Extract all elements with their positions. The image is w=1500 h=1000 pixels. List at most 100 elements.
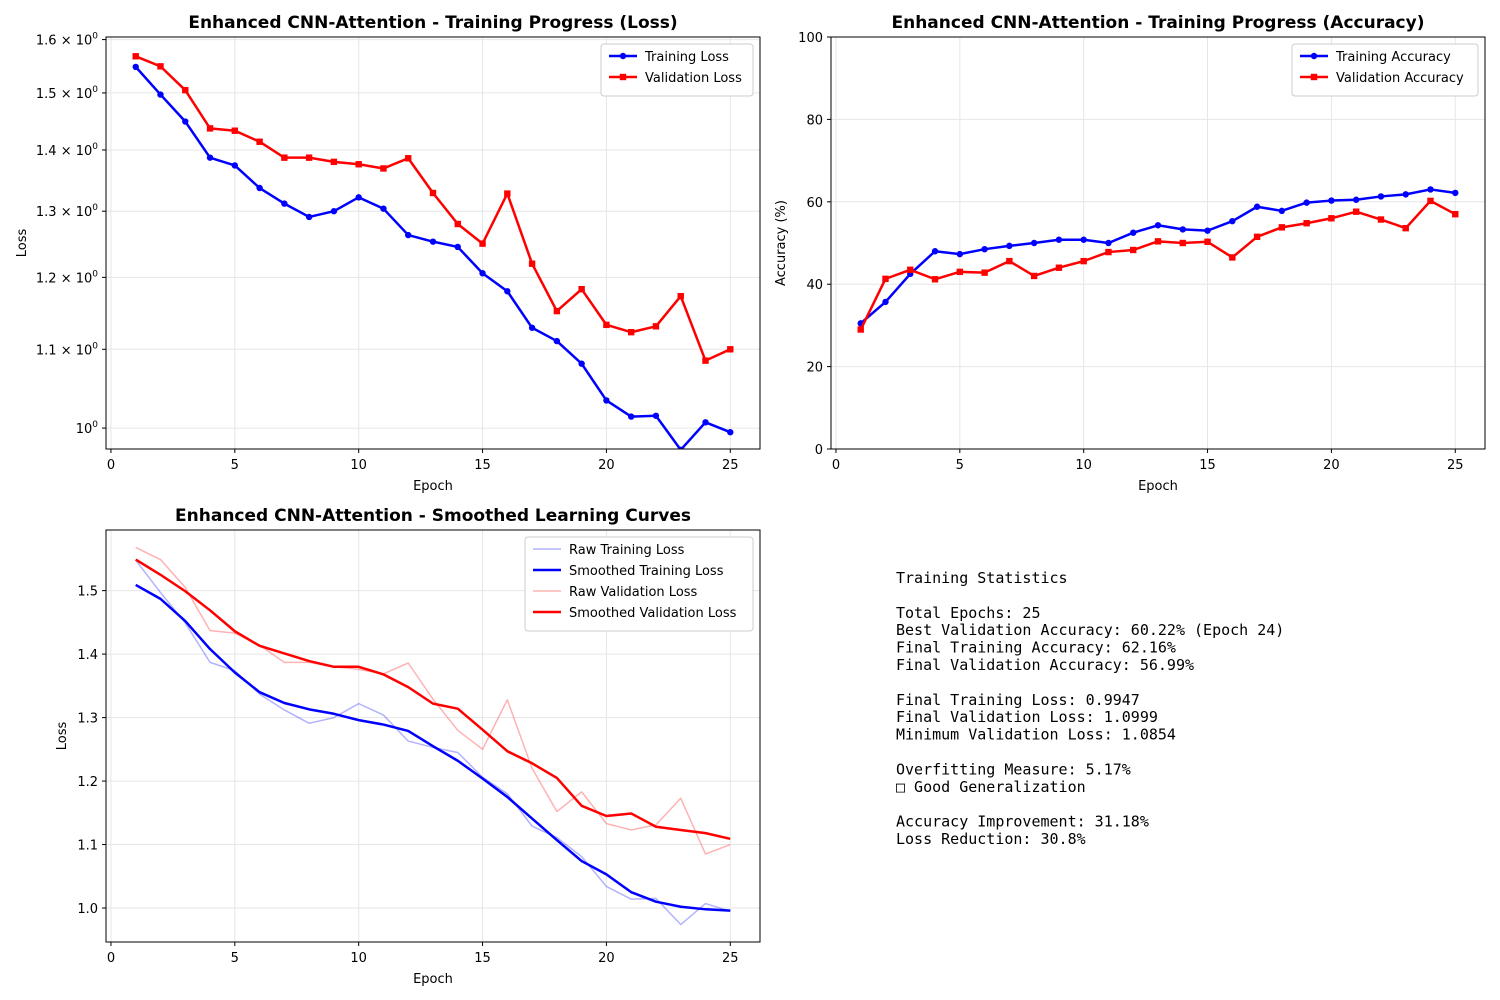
statistics-line: Accuracy Improvement: 31.18% <box>896 813 1149 831</box>
x-tick-label: 25 <box>722 951 739 966</box>
legend-marker <box>619 73 627 81</box>
y-axis-label: Loss <box>55 722 70 751</box>
data-point <box>132 53 139 60</box>
y-tick-exponent: 0 <box>92 420 98 430</box>
y-tick-label: 1.5 × 100 <box>36 85 98 102</box>
data-point <box>182 86 189 94</box>
data-point <box>1130 229 1137 236</box>
data-point <box>956 268 964 276</box>
y-tick-mantissa: 1.5 × 10 <box>36 87 92 102</box>
y-tick-mantissa: 1.6 × 10 <box>36 34 92 49</box>
x-axis-label: Epoch <box>1138 479 1178 494</box>
series-line-smoothed-validation-loss <box>135 558 731 841</box>
series-line-validation-accuracy <box>859 199 1456 331</box>
data-point <box>857 326 864 333</box>
grid <box>106 37 760 449</box>
data-point <box>981 245 988 253</box>
data-point <box>504 190 511 197</box>
y-tick-label: 1.2 <box>77 775 98 790</box>
data-point <box>931 276 939 283</box>
data-point <box>1154 222 1162 229</box>
y-tick-exponent: 0 <box>92 341 98 351</box>
y-tick-exponent: 0 <box>92 269 98 279</box>
y-tick-mantissa: 1.4 × 10 <box>36 144 92 159</box>
data-point <box>652 412 660 419</box>
data-point <box>479 270 486 277</box>
y-tick-label: 100 <box>76 420 99 437</box>
data-point <box>1278 207 1286 215</box>
training-statistics: Training Statistics Total Epochs: 25 Best … <box>896 569 1284 848</box>
y-tick-mantissa: 1.3 × 10 <box>36 205 92 220</box>
y-tick-label: 1.5 <box>77 585 98 600</box>
data-point <box>1377 216 1385 223</box>
x-tick-label: 10 <box>350 458 367 473</box>
legend: Training Loss Validation Loss <box>600 43 754 97</box>
data-point <box>281 200 288 207</box>
x-tick-label: 5 <box>956 458 964 473</box>
y-tick-label: 80 <box>806 113 823 128</box>
data-point <box>553 337 561 345</box>
data-point <box>206 125 214 132</box>
data-point <box>330 208 338 215</box>
legend-label: Validation Loss <box>645 71 742 86</box>
x-tick-label: 20 <box>1323 458 1340 473</box>
x-axis-label: Epoch <box>413 479 453 494</box>
y-tick-label: 1.6 × 100 <box>36 32 98 49</box>
y-tick-label: 100 <box>798 31 823 46</box>
statistics-line: Minimum Validation Loss: 1.0854 <box>896 726 1176 744</box>
series-validation-loss <box>132 53 734 364</box>
series-validation-accuracy <box>857 197 1459 333</box>
data-point <box>206 154 214 161</box>
data-point <box>1303 220 1310 227</box>
x-axis-label: Epoch <box>413 972 453 987</box>
legend-item-smoothed-validation-loss: Smoothed Validation Loss <box>533 606 737 621</box>
data-point <box>1253 233 1261 241</box>
data-point <box>956 250 964 258</box>
data-point <box>578 360 585 367</box>
x-tick-label: 15 <box>474 458 491 473</box>
data-point <box>305 154 313 161</box>
legend-label: Validation Accuracy <box>1336 71 1464 86</box>
data-point <box>1204 238 1211 245</box>
data-point <box>429 238 437 245</box>
x-tick-label: 15 <box>474 951 491 966</box>
chart-title: Enhanced CNN-Attention - Training Progre… <box>188 13 677 33</box>
series-smoothed-training-loss <box>135 583 731 912</box>
legend-item-validation-accuracy: Validation Accuracy <box>1300 71 1464 86</box>
statistics-line: Final Training Loss: 0.9947 <box>896 691 1140 709</box>
legend-item-raw-training-loss: Raw Training Loss <box>533 543 685 558</box>
data-point <box>157 91 164 98</box>
data-point <box>1402 224 1409 232</box>
data-point <box>1328 197 1335 204</box>
data-point <box>281 154 288 161</box>
data-point <box>405 231 412 239</box>
series-line-training-loss <box>134 66 731 449</box>
grid <box>106 530 760 942</box>
legend-box <box>524 536 754 632</box>
data-point <box>405 155 412 162</box>
y-tick-label: 1.1 × 100 <box>36 341 98 358</box>
data-point <box>1055 236 1063 243</box>
data-point <box>305 213 313 221</box>
data-point <box>355 194 362 201</box>
legend: Training Accuracy Validation Accuracy <box>1291 43 1479 97</box>
data-point <box>677 292 684 300</box>
data-point <box>553 307 561 315</box>
x-tick-label: 15 <box>1199 458 1216 473</box>
data-point <box>157 63 164 70</box>
data-point <box>479 240 486 247</box>
data-point <box>882 275 889 283</box>
data-point <box>1377 193 1385 200</box>
data-point <box>380 205 387 212</box>
data-point <box>627 328 635 336</box>
series-line-validation-loss <box>135 55 731 362</box>
data-point <box>702 419 709 426</box>
data-point <box>1006 242 1013 250</box>
y-tick-label: 20 <box>806 361 823 376</box>
data-point <box>256 184 263 192</box>
data-point <box>1427 197 1434 205</box>
legend-label: Raw Validation Loss <box>569 585 698 600</box>
chart-title: Enhanced CNN-Attention - Training Progre… <box>891 13 1424 33</box>
data-point <box>652 323 660 330</box>
